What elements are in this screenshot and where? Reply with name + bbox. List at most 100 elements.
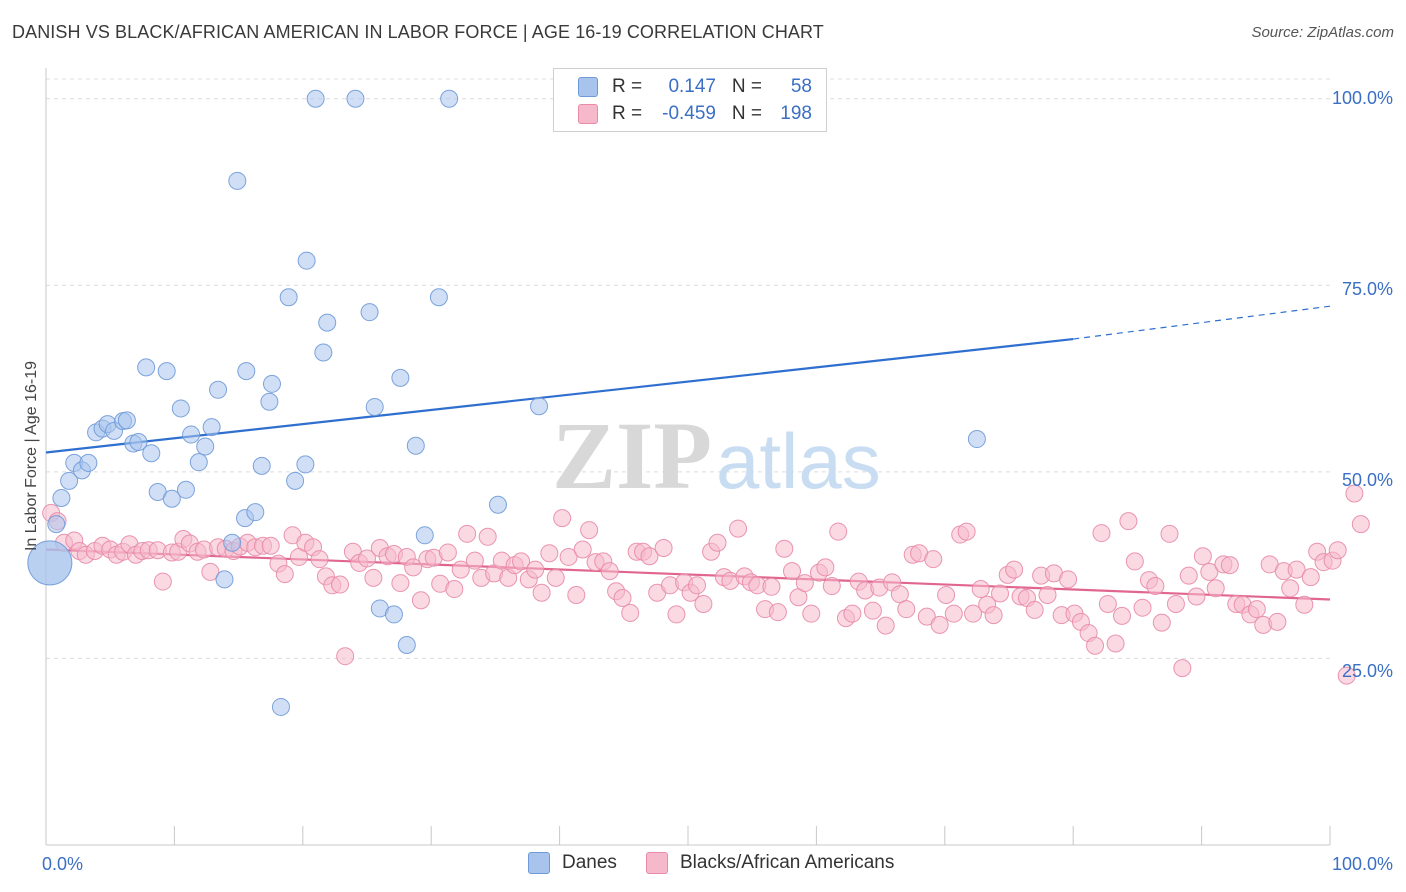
point-blacks: [261, 536, 280, 555]
point-blacks: [729, 519, 748, 538]
point-danes: [440, 89, 459, 108]
danes-legend-swatch: [528, 852, 550, 874]
stats-legend: R = 0.147 N = 58 R = -0.459 N = 198: [553, 68, 827, 132]
chart-title: DANISH VS BLACK/AFRICAN AMERICAN IN LABO…: [12, 22, 824, 42]
point-danes: [967, 430, 986, 449]
point-blacks: [957, 522, 976, 541]
point-blacks: [1112, 606, 1131, 625]
point-danes: [397, 636, 416, 655]
point-danes: [182, 425, 201, 444]
point-blacks: [816, 558, 835, 577]
point-blacks: [580, 521, 599, 540]
stats-row-blacks: R = -0.459 N = 198: [578, 102, 812, 126]
point-blacks: [1166, 594, 1185, 613]
point-blacks: [694, 594, 713, 613]
point-danes: [384, 605, 403, 624]
point-blacks: [478, 527, 497, 546]
r-label: R =: [612, 76, 643, 97]
point-blacks: [1187, 587, 1206, 606]
point-danes: [429, 288, 448, 307]
tick-labels: 100.0% 75.0% 50.0% 25.0% 0.0% 100.0%: [42, 88, 1393, 874]
point-blacks: [1106, 634, 1125, 653]
point-danes: [391, 368, 410, 387]
point-blacks: [540, 544, 559, 563]
data-points: [27, 89, 1370, 716]
point-danes: [296, 455, 315, 474]
point-blacks: [654, 538, 673, 557]
point-blacks: [391, 574, 410, 593]
y-tick-label: 50.0%: [1342, 470, 1393, 490]
point-blacks: [667, 605, 686, 624]
point-blacks: [937, 586, 956, 605]
y-axis-label: In Labor Force | Age 16-19: [23, 361, 40, 551]
legend-item-blacks[interactable]: Blacks/African Americans: [646, 852, 894, 874]
point-blacks: [708, 533, 727, 552]
point-danes: [228, 171, 247, 190]
danes-swatch: [578, 77, 598, 97]
legend-label: Blacks/African Americans: [680, 852, 895, 873]
point-blacks: [876, 616, 895, 635]
y-tick-label: 100.0%: [1332, 88, 1393, 108]
point-danes: [162, 489, 181, 508]
point-blacks: [930, 615, 949, 634]
point-blacks: [1160, 524, 1179, 543]
point-blacks: [621, 603, 640, 622]
point-danes: [189, 453, 208, 472]
point-blacks: [532, 583, 551, 602]
point-blacks: [863, 601, 882, 620]
point-danes: [286, 471, 305, 490]
point-blacks: [1351, 515, 1370, 534]
point-blacks: [795, 574, 814, 593]
point-danes: [365, 397, 384, 416]
point-blacks: [465, 551, 484, 570]
point-danes: [297, 251, 316, 270]
point-danes: [314, 343, 333, 362]
point-blacks: [822, 577, 841, 596]
legend-label: Danes: [562, 852, 617, 873]
point-blacks: [1247, 600, 1266, 619]
point-blacks: [971, 580, 990, 599]
source-label: Source: ZipAtlas.com: [1251, 24, 1394, 41]
point-blacks: [336, 647, 355, 666]
point-danes: [47, 515, 66, 534]
point-blacks: [1281, 579, 1300, 598]
point-blacks: [1200, 562, 1219, 581]
n-label: N =: [731, 76, 762, 97]
point-blacks: [559, 547, 578, 566]
point-blacks: [573, 540, 592, 559]
series-legend: Danes Blacks/African Americans: [0, 852, 1406, 876]
point-blacks: [1337, 666, 1356, 685]
point-danes: [171, 399, 190, 418]
point-blacks: [1301, 568, 1320, 587]
point-danes: [360, 303, 379, 322]
y-tick-label: 75.0%: [1342, 279, 1393, 299]
point-danes: [137, 358, 156, 377]
y-tick-label: 25.0%: [1342, 661, 1393, 681]
point-blacks: [1086, 636, 1105, 655]
point-blacks: [1005, 560, 1024, 579]
point-danes: [209, 380, 228, 399]
point-blacks: [613, 588, 632, 607]
point-danes: [252, 456, 271, 475]
point-blacks: [451, 560, 470, 579]
point-blacks: [1287, 560, 1306, 579]
point-blacks: [310, 550, 329, 569]
point-blacks: [546, 568, 565, 587]
point-danes: [346, 89, 365, 108]
point-danes: [406, 436, 425, 455]
point-danes: [142, 444, 161, 463]
point-danes: [306, 89, 325, 108]
point-blacks: [458, 524, 477, 543]
point-blacks: [600, 562, 619, 581]
legend-item-danes[interactable]: Danes: [528, 852, 617, 874]
point-blacks: [829, 522, 848, 541]
point-danes: [530, 397, 549, 416]
point-danes: [176, 480, 195, 499]
axes: [45, 68, 1331, 846]
point-blacks: [1220, 556, 1239, 575]
point-blacks: [358, 549, 376, 568]
r-value: 0.147: [668, 76, 716, 97]
point-blacks: [762, 577, 781, 596]
point-blacks: [1092, 524, 1111, 543]
point-blacks: [1328, 541, 1347, 560]
